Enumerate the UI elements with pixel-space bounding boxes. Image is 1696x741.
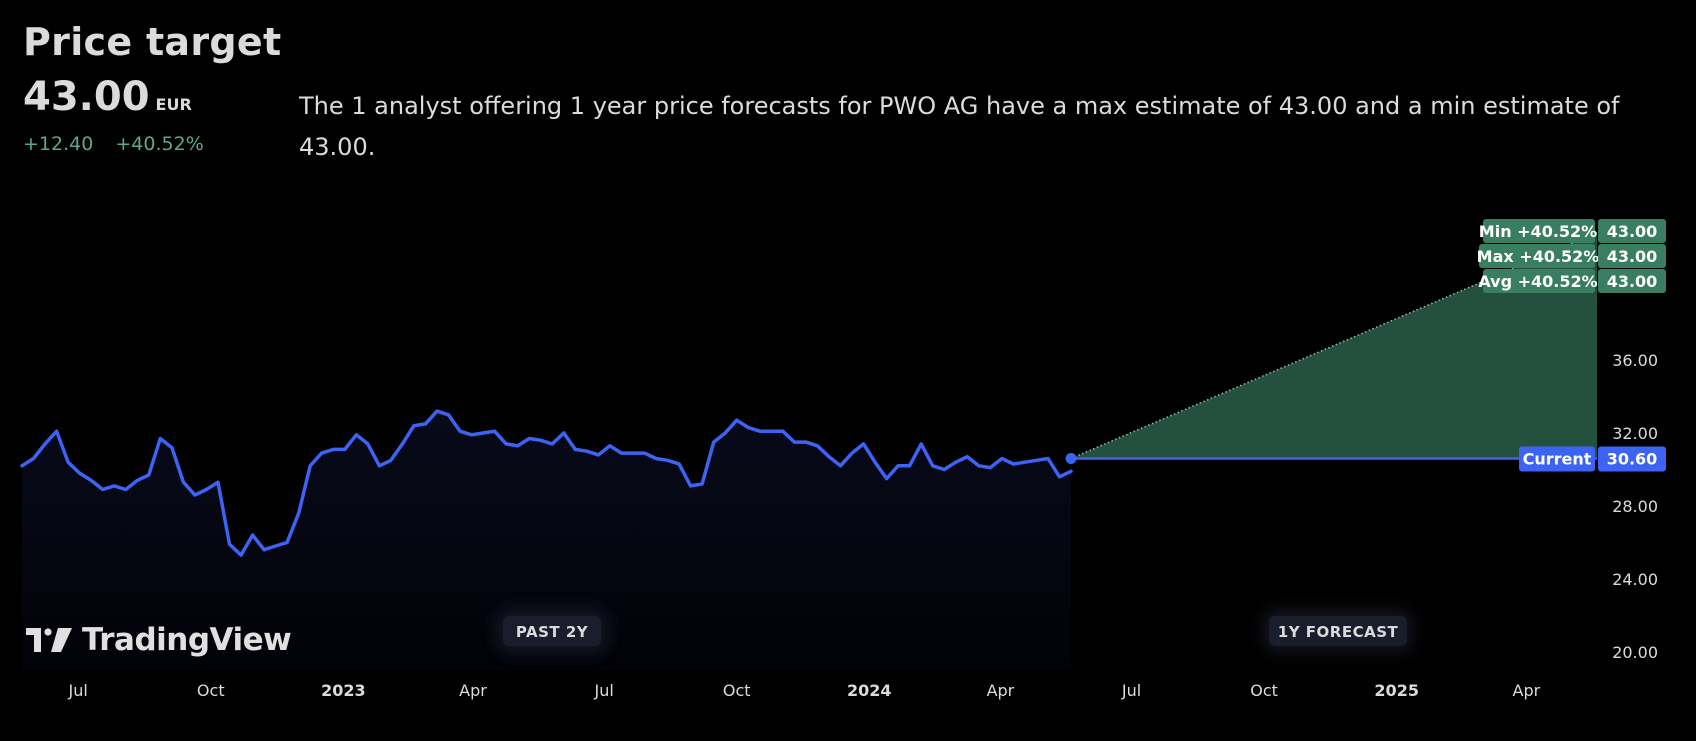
past-period-label-text: PAST 2Y — [516, 623, 589, 641]
x-axis-tick-label: 2023 — [321, 681, 366, 700]
x-axis-tick-label: Apr — [459, 681, 487, 700]
price-target-display: 43.00 EUR — [23, 74, 192, 120]
currency-label: EUR — [155, 95, 192, 114]
target-badge-value: 43.00 — [1607, 272, 1658, 291]
past-period-label: PAST 2Y — [497, 609, 607, 653]
forecast-period-label: 1Y FORECAST — [1263, 609, 1413, 653]
target-badge-value: 43.00 — [1607, 247, 1658, 266]
target-badge: Max +40.52% 43.00 — [1477, 244, 1666, 268]
target-badge-value-bg — [1598, 244, 1666, 268]
current-price-badge: Current 30.60 — [1519, 446, 1666, 472]
target-badge-label-bg — [1479, 244, 1595, 268]
tradingview-logo-icon — [26, 628, 72, 652]
forecast-range-area — [1071, 232, 1597, 459]
past-period-label-bg — [503, 616, 601, 646]
forecast-description: The 1 analyst offering 1 year price fore… — [299, 92, 1620, 161]
target-badge-value-bg — [1598, 269, 1666, 293]
target-badge-label-bg — [1483, 269, 1595, 293]
y-axis-tick-label: 36.00 — [1612, 351, 1658, 370]
target-badge-label-bg — [1483, 219, 1595, 243]
target-badge: Min +40.52% 43.00 — [1479, 219, 1666, 243]
history-area — [22, 411, 1071, 670]
logo-text: TradingView — [82, 622, 292, 658]
price-history-line — [20, 409, 1073, 557]
current-badge-value-bg — [1598, 446, 1666, 472]
x-axis-tick-label: Oct — [1250, 681, 1278, 700]
y-axis-tick-label: 24.00 — [1612, 570, 1658, 589]
target-badge-value: 43.00 — [1607, 222, 1658, 241]
x-axis-tick-label: Jul — [594, 681, 614, 700]
target-badge-label: Avg +40.52% — [1478, 272, 1597, 291]
y-axis-tick-label: 32.00 — [1612, 424, 1658, 443]
x-axis-tick-label: 2024 — [847, 681, 892, 700]
x-axis-tick-label: Oct — [723, 681, 751, 700]
price-target-value: 43.00 — [23, 74, 150, 120]
x-axis-tick-label: Jul — [1121, 681, 1141, 700]
target-badge: Avg +40.52% 43.00 — [1478, 269, 1666, 293]
target-badge-value-bg — [1598, 219, 1666, 243]
current-badge-value: 30.60 — [1607, 450, 1658, 469]
y-axis-tick-label: 20.00 — [1612, 643, 1658, 662]
tradingview-logo[interactable]: TradingView — [26, 622, 292, 658]
y-axis-tick-label: 28.00 — [1612, 497, 1658, 516]
target-badge-label: Min +40.52% — [1479, 222, 1597, 241]
forecast-period-label-bg — [1269, 616, 1407, 646]
change-absolute: +12.40 — [23, 133, 94, 155]
current-price-dot — [1065, 453, 1077, 465]
current-badge-label: Current — [1523, 450, 1592, 469]
price-change: +12.40 +40.52% — [23, 133, 204, 155]
target-badge-label: Max +40.52% — [1477, 247, 1600, 266]
page-title: Price target — [23, 20, 282, 64]
x-axis-tick-label: 2025 — [1374, 681, 1419, 700]
current-badge-label-bg — [1519, 446, 1595, 472]
x-axis-tick-label: Jul — [68, 681, 88, 700]
change-percent: +40.52% — [115, 133, 204, 155]
x-axis-tick-label: Apr — [987, 681, 1015, 700]
forecast-period-label-text: 1Y FORECAST — [1278, 623, 1399, 641]
x-axis-tick-label: Apr — [1513, 681, 1541, 700]
x-axis-tick-label: Oct — [197, 681, 225, 700]
